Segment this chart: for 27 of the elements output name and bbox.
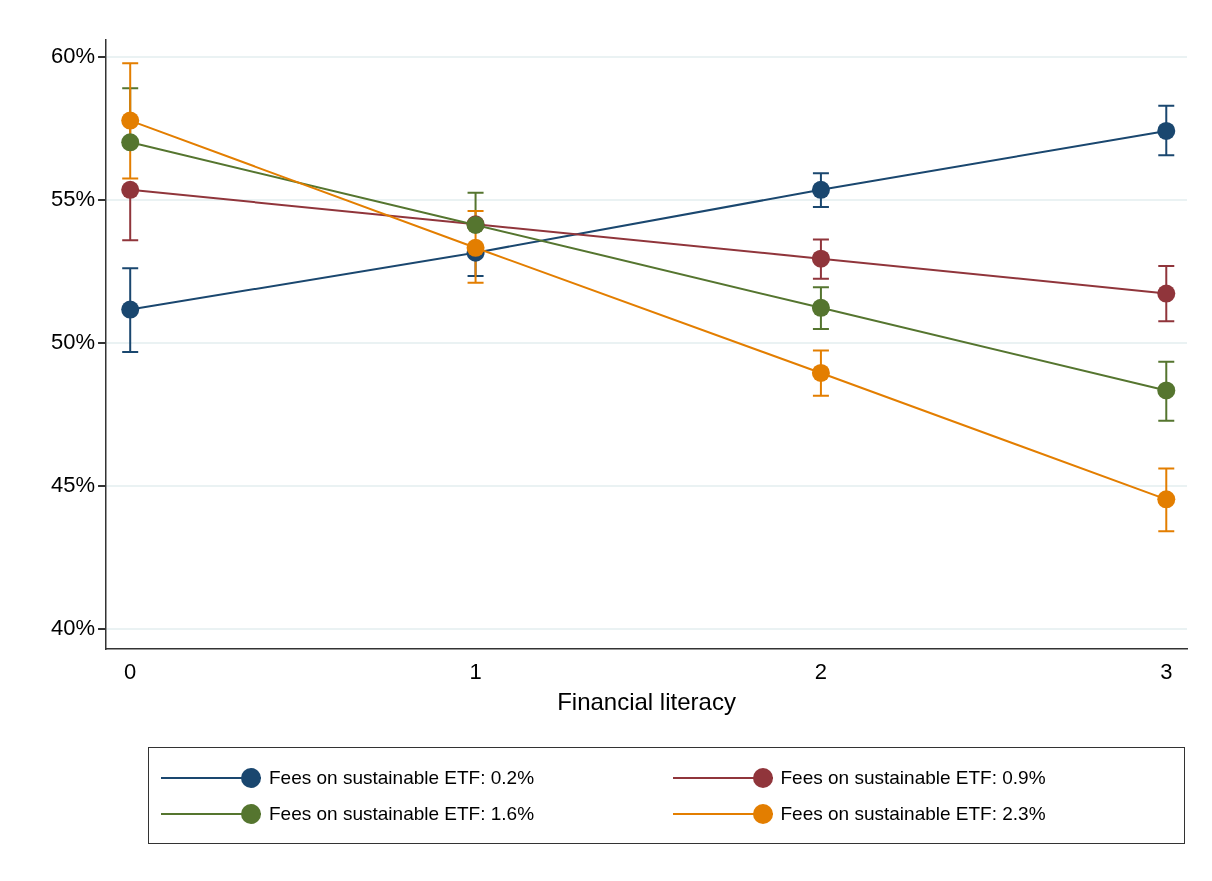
point	[121, 180, 140, 199]
legend-label: Fees on sustainable ETF: 1.6%	[269, 802, 535, 825]
x-tick-label: 0	[124, 659, 137, 685]
legend-label: Fees on sustainable ETF: 0.9%	[780, 766, 1046, 789]
point	[811, 298, 830, 317]
point	[121, 111, 140, 130]
legend-label: Fees on sustainable ETF: 0.2%	[269, 766, 535, 789]
point	[121, 133, 140, 152]
point	[1157, 381, 1176, 400]
y-tick-label: 50%	[50, 329, 96, 355]
y-tick-label: 40%	[50, 614, 96, 640]
y-tick-label: 55%	[50, 186, 96, 212]
point	[121, 300, 140, 319]
x-tick-label: 3	[1160, 659, 1173, 685]
x-tick-label: 2	[814, 659, 828, 685]
legend-label: Fees on sustainable ETF: 2.3%	[780, 802, 1046, 825]
point	[1157, 490, 1176, 509]
point	[811, 363, 830, 382]
point	[811, 249, 830, 268]
point	[811, 180, 830, 199]
x-axis-title: Financial literacy	[557, 688, 736, 716]
point	[1157, 121, 1176, 140]
x-tick-label: 1	[469, 659, 482, 685]
y-tick-label: 45%	[50, 471, 96, 497]
point	[466, 238, 485, 257]
y-tick-label: 60%	[50, 43, 96, 69]
point	[1157, 284, 1176, 303]
